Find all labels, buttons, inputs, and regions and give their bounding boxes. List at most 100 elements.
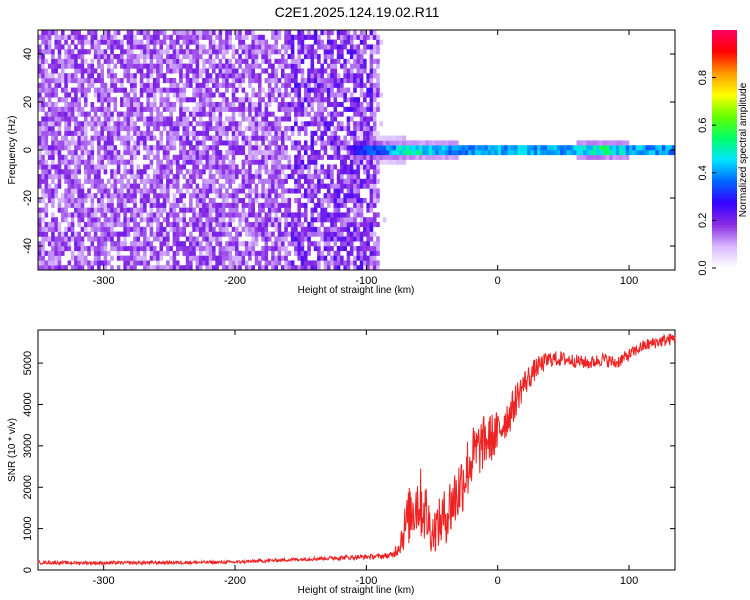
spectrogram-cell xyxy=(126,140,131,146)
spectrogram-cell xyxy=(349,63,354,69)
spectrogram-cell xyxy=(274,44,278,50)
spectrogram-cell xyxy=(44,150,49,156)
spectrogram-cell xyxy=(297,246,301,252)
spectrogram-cell xyxy=(333,202,338,208)
spectrogram-cell xyxy=(139,169,144,175)
spectrogram-cell xyxy=(185,68,190,74)
spectrogram-cell xyxy=(248,140,252,146)
spectrogram-cell xyxy=(70,222,75,228)
spectrogram-cell xyxy=(179,111,183,117)
spectrogram-cell xyxy=(195,255,200,261)
spectrogram-cell xyxy=(110,202,114,208)
spectrogram-cell xyxy=(317,135,321,141)
spectrogram-cell xyxy=(264,241,269,247)
spectrogram-cell xyxy=(54,102,58,108)
spectrogram-cell xyxy=(225,44,229,50)
spectrogram-cell xyxy=(241,159,246,165)
spectrogram-cell xyxy=(244,226,249,232)
spectrogram-cell xyxy=(363,222,367,228)
spectrogram-cell xyxy=(320,178,324,184)
spectrogram-cell xyxy=(261,193,265,199)
spectrogram-cell xyxy=(87,193,91,199)
spectrogram-cell xyxy=(215,236,219,242)
spectrogram-cell xyxy=(152,106,157,112)
spectrogram-cell xyxy=(133,207,137,213)
spectrogram-cell xyxy=(41,241,45,247)
spectrogram-cell xyxy=(402,145,407,151)
spectrogram-cell xyxy=(271,126,275,132)
spectrogram-cell xyxy=(326,246,331,252)
spectrogram-cell xyxy=(317,198,321,204)
spectrogram-cell xyxy=(533,150,538,156)
spectrogram-cell xyxy=(376,34,380,40)
spectrogram-cell xyxy=(225,34,229,40)
spectrogram-cell xyxy=(208,250,213,256)
spectrogram-cell xyxy=(359,183,364,189)
spectrogram-cell xyxy=(57,49,62,55)
spectrogram-cell xyxy=(100,250,104,256)
spectrogram-cell xyxy=(300,231,305,237)
spectrogram-cell xyxy=(290,39,295,45)
spectrogram-cell xyxy=(238,169,242,175)
spectrogram-cell xyxy=(110,236,114,242)
spectrogram-cell xyxy=(175,198,180,204)
spectrogram-cell xyxy=(162,183,167,189)
spectrogram-cell xyxy=(90,102,95,108)
spectrogram-cell xyxy=(83,58,88,64)
spectrogram-cell xyxy=(300,102,305,108)
spectrogram-cell xyxy=(300,183,305,189)
spectrogram-cell xyxy=(340,183,344,189)
spectrogram-cell xyxy=(156,49,160,55)
spectrogram-cell xyxy=(271,169,275,175)
spectrogram-cell xyxy=(356,250,361,256)
spectrogram-cell xyxy=(51,73,55,79)
spectrogram-cell xyxy=(218,222,223,228)
spectrogram-cell xyxy=(103,154,108,160)
spectrogram-cell xyxy=(208,111,213,117)
spectrogram-cell xyxy=(340,236,344,242)
spectrogram-cell xyxy=(602,150,607,156)
spectrogram-cell xyxy=(80,265,85,271)
spectrogram-cell xyxy=(113,241,118,247)
spectrogram-cell xyxy=(100,164,104,170)
spectrogram-cell xyxy=(192,54,196,60)
spectrogram-cell xyxy=(74,97,78,103)
spectrogram-cell xyxy=(274,87,278,93)
spectrogram-cell xyxy=(382,154,387,160)
spectrogram-cell xyxy=(297,255,301,261)
spectrogram-cell xyxy=(70,265,75,271)
spectrogram-cell xyxy=(271,246,275,252)
spectrogram-cell xyxy=(353,44,357,50)
spectrogram-cell xyxy=(317,212,321,218)
spectrogram-cell xyxy=(192,188,196,194)
spectrogram-cell xyxy=(540,150,544,156)
spectrogram-cell xyxy=(182,135,187,141)
spectrogram-cell xyxy=(349,159,354,165)
spectrogram-cell xyxy=(264,126,269,132)
spectrogram-cell xyxy=(146,44,150,50)
colorbar-tick-label: 0.6 xyxy=(697,118,709,133)
spectrogram-cell xyxy=(100,102,104,108)
spectrogram-cell xyxy=(307,73,311,79)
spectrogram-cell xyxy=(451,150,456,156)
spectrogram-cell xyxy=(175,116,180,122)
spectrogram-cell xyxy=(215,130,219,136)
spectrogram-cell xyxy=(120,159,124,165)
spectrogram-cell xyxy=(54,44,58,50)
spectrogram-cell xyxy=(274,78,278,84)
spectrogram-cell xyxy=(93,49,98,55)
spectrogram-cell xyxy=(129,154,134,160)
spectrogram-cell xyxy=(202,78,206,84)
spectrogram-cell xyxy=(166,231,170,237)
spectrogram-cell xyxy=(162,102,167,108)
spectrogram-cell xyxy=(51,30,55,36)
spectrogram-cell xyxy=(330,111,334,117)
spectrogram-cell xyxy=(317,250,321,256)
spectrogram-cell xyxy=(599,154,604,160)
spectrogram-cell xyxy=(251,178,256,184)
spectrogram-cell xyxy=(205,207,210,213)
spectrogram-cell xyxy=(57,73,62,79)
spectrogram-cell xyxy=(77,188,81,194)
spectrogram-cell xyxy=(359,178,364,184)
